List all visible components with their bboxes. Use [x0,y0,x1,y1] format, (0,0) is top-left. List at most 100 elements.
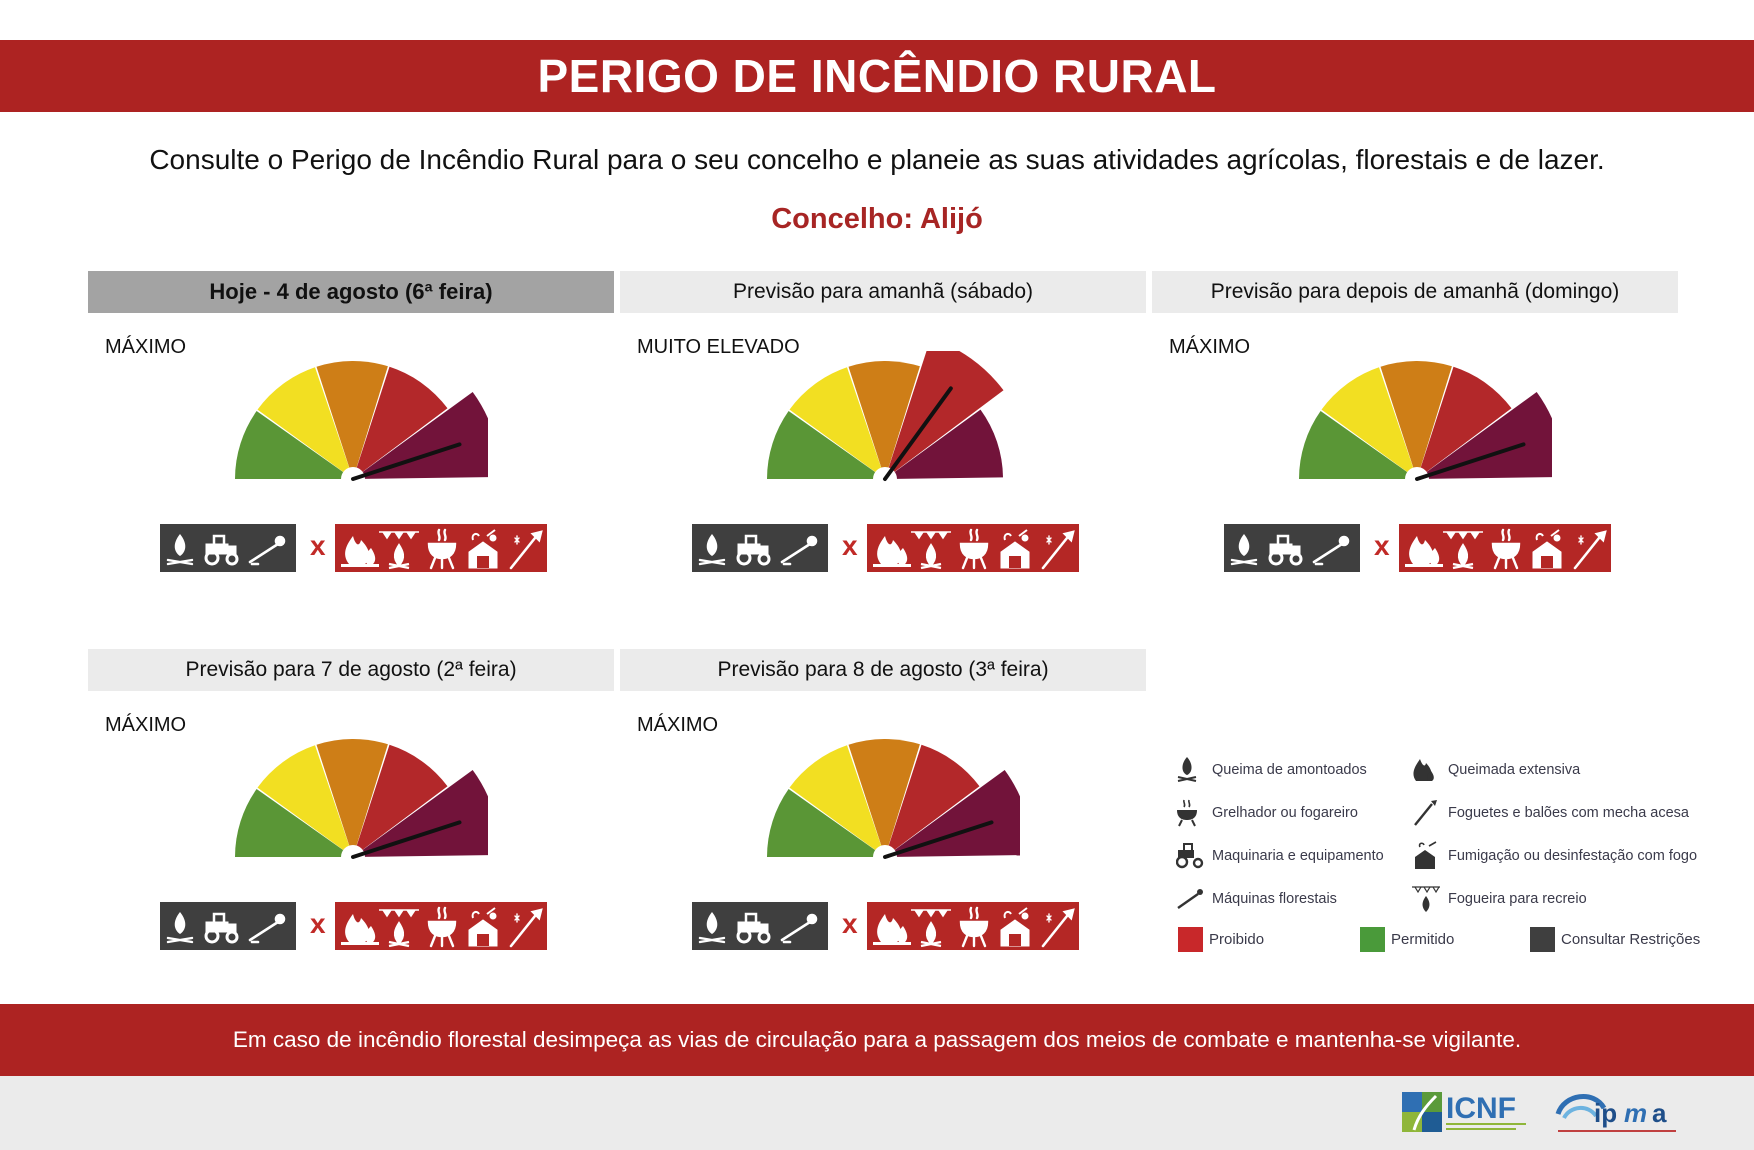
fumigation-icon [1000,907,1030,947]
legend-item-label: Grelhador ou fogareiro [1212,805,1358,821]
grill-icon [1177,799,1197,827]
gauge-sector-moderate [1321,367,1417,479]
logo-strip [0,1076,1754,1150]
campfire-icon [911,531,951,570]
gauge-sector-high [848,739,920,857]
swatch-label: Permitido [1391,931,1455,948]
pile-burning-icon [166,912,194,944]
danger-level-label: MÁXIMO [105,714,187,736]
forecast-panel: Hoje - 4 de agosto (6ª feira) MÁXIMO x [88,271,614,601]
swatch-color [1178,927,1203,952]
chainsaw-icon [1177,889,1203,909]
tractor-icon [736,912,771,944]
fumigation-icon [1000,529,1030,569]
danger-level-label: MÁXIMO [637,714,719,736]
gauge-sector-very-high [885,351,1004,479]
gauge-sector-maximum [885,770,1020,857]
prohibited-activities-group [335,902,547,950]
legend-swatch: Permitido [1360,927,1454,952]
restricted-activities-group [160,524,296,572]
activity-icon-bar: x [160,902,550,950]
activity-icon-bar: x [160,524,550,572]
campfire-icon [911,909,951,948]
restricted-activities-group [1224,524,1360,572]
fireworks-icon [509,530,543,570]
chainsaw-icon [1312,535,1350,566]
municipality-label: Concelho: Alijó [771,203,983,235]
danger-gauge [235,361,488,491]
chainsaw-icon [780,535,818,566]
forecast-panel: Previsão para 7 de agosto (2ª feira) MÁXI… [88,649,614,979]
gauge-sector-very-high [353,366,448,479]
separator-x-icon: x [842,908,858,939]
intro-text: Consulte o Perigo de Incêndio Rural para… [149,144,1605,175]
activity-icon-bar: x [1224,524,1614,572]
gauge-sector-moderate [789,367,885,479]
campfire-icon [1412,886,1440,912]
prohibited-icons [873,528,1075,570]
forecast-panel-header: Hoje - 4 de agosto (6ª feira) [88,271,614,313]
fumigation-icon [1532,529,1562,569]
grill-icon [959,528,989,570]
gauge-sector-moderate [257,367,353,479]
legend-item-label: Maquinaria e equipamento [1212,848,1384,864]
prohibited-icons [1405,528,1607,570]
danger-level-label: MÁXIMO [1169,336,1251,358]
fumigation-icon [468,529,498,569]
legend-item: Maquinaria e equipamento [1176,841,1384,871]
restricted-activities-group [692,902,828,950]
pile-burning-icon [166,534,194,566]
legend-item-label: Queima de amontoados [1212,762,1367,778]
legend: Queima de amontoados Queimada extensiva … [1176,755,1716,965]
gauge-sector-reduced [235,411,353,479]
danger-level-label: MÁXIMO [105,336,187,358]
extensive-burning-icon [873,914,911,945]
restricted-icons [1230,534,1350,566]
swatch-color [1360,927,1385,952]
grill-icon [1491,528,1521,570]
legend-swatch: Proibido [1178,927,1264,952]
legend-item-label: Fogueira para recreio [1448,891,1587,907]
tractor-icon [1176,843,1204,869]
swatch-label: Proibido [1209,931,1265,948]
gauge-sector-maximum [1417,392,1552,479]
prohibited-activities-group [1399,524,1611,572]
chainsaw-icon [248,913,286,944]
page-title: PERIGO DE INCÊNDIO RURAL [537,50,1217,102]
grill-icon [959,906,989,948]
activity-icon-bar: x [692,524,1082,572]
gauge-sector-reduced [767,411,885,479]
forecast-panel-header: Previsão para 8 de agosto (3ª feira) [620,649,1146,691]
restricted-icons [166,912,286,944]
legend-item-label: Queimada extensiva [1448,762,1581,778]
gauge-sector-high [316,739,388,857]
legend-item-label: Foguetes e balões com mecha acesa [1448,805,1689,821]
separator-x-icon: x [1374,530,1390,561]
gauge-sector-maximum [353,392,488,479]
separator-x-icon: x [310,908,326,939]
fumigation-icon [1415,841,1437,869]
gauge-sector-high [316,361,388,479]
svg-text:ICNF: ICNF [1446,1092,1516,1125]
gauge-sector-very-high [353,744,448,857]
gauge-needle [351,442,462,481]
gauge-sector-very-high [1417,366,1512,479]
fireworks-icon [1041,908,1075,948]
gauge-sector-moderate [789,745,885,857]
footer-banner: Em caso de incêndio florestal desimpeça … [0,1004,1754,1076]
restricted-icons [698,912,818,944]
prohibited-activities-group [335,524,547,572]
danger-level-label: MUITO ELEVADO [637,336,800,358]
chainsaw-icon [780,913,818,944]
prohibited-icons [341,906,543,948]
extensive-burning-icon [1413,759,1434,781]
gauge-needle [883,820,994,859]
gauge-sector-maximum [353,770,488,857]
danger-gauge [1299,361,1552,491]
forecast-panel-header: Previsão para depois de amanhã (domingo) [1152,271,1678,313]
legend-item-label: Máquinas florestais [1212,891,1337,907]
chainsaw-icon [248,535,286,566]
gauge-sector-maximum [885,409,1003,479]
extensive-burning-icon [341,914,379,945]
extensive-burning-icon [873,536,911,567]
